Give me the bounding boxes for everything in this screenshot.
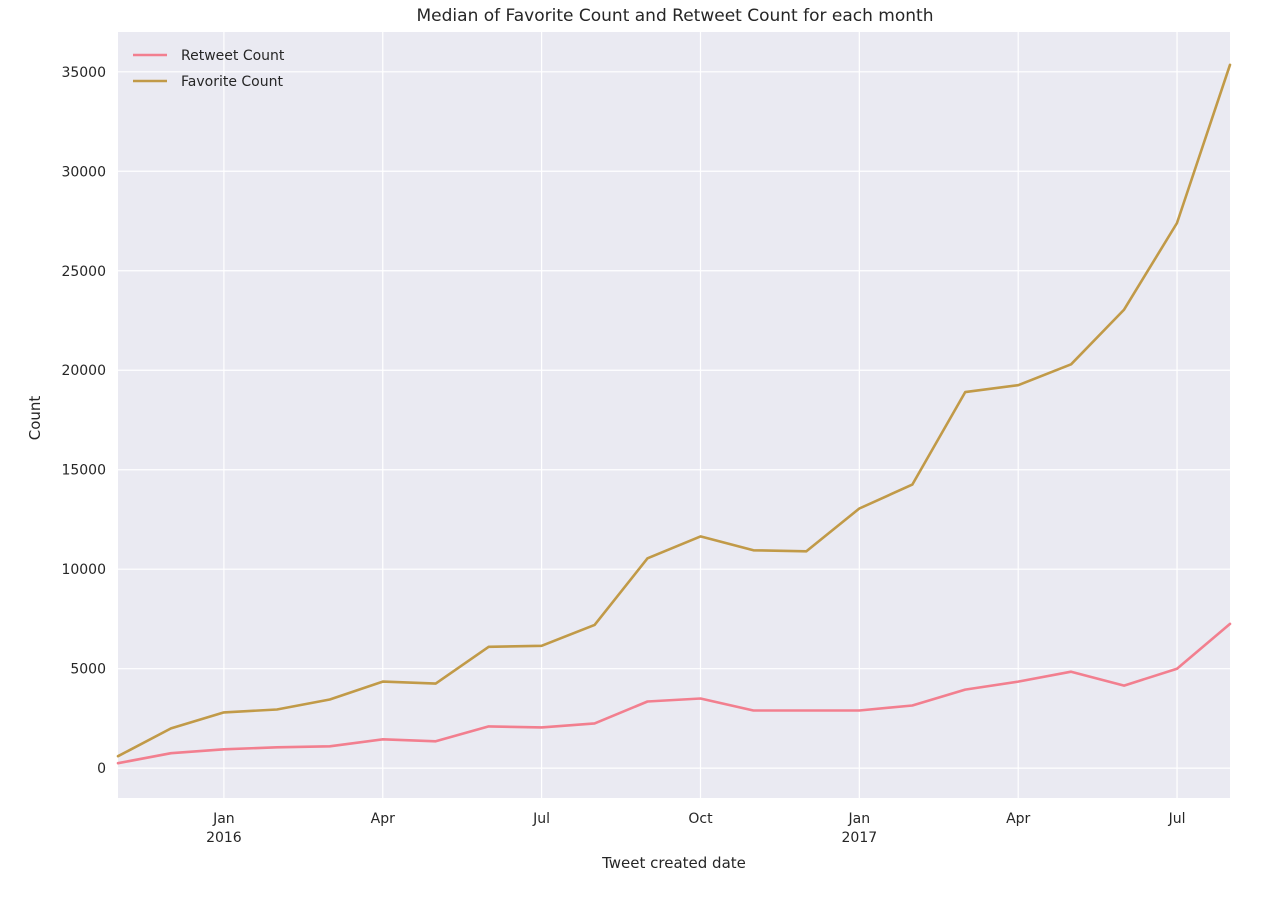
x-axis-title: Tweet created date [601,854,746,872]
x-tick-sublabel: 2017 [842,830,878,846]
y-tick-label: 5000 [70,662,106,678]
grid [118,32,1230,798]
series-line-favorite-count [116,63,1232,758]
x-tick-label: Jul [532,811,550,827]
y-tick-label: 10000 [61,562,106,578]
y-tick-label: 15000 [61,463,106,479]
x-tick-label: Jan [848,811,871,827]
y-tick-label: 0 [97,761,106,777]
plot-background [118,32,1230,798]
x-tick-sublabel: 2016 [206,830,242,846]
x-axis-ticks: Jan 2016 Apr Jul Oct Jan 2017 Apr Jul [206,811,1185,846]
x-tick-label: Apr [371,811,395,827]
series-line-retweet-count [116,622,1232,765]
series-lines [116,63,1232,765]
y-tick-label: 25000 [61,264,106,280]
legend-label: Retweet Count [181,48,285,64]
chart-title: Median of Favorite Count and Retweet Cou… [417,6,934,26]
legend-label: Favorite Count [181,74,283,90]
x-tick-label: Oct [688,811,713,827]
y-tick-label: 35000 [61,65,106,81]
y-axis-ticks: 0 5000 10000 15000 20000 25000 30000 35000 [61,65,106,777]
x-tick-label: Jan [212,811,235,827]
y-axis-title: Count [26,396,44,441]
y-tick-label: 30000 [61,164,106,180]
y-tick-label: 20000 [61,363,106,379]
x-tick-label: Apr [1006,811,1030,827]
legend: Retweet Count Favorite Count [133,48,285,90]
x-tick-label: Jul [1168,811,1186,827]
